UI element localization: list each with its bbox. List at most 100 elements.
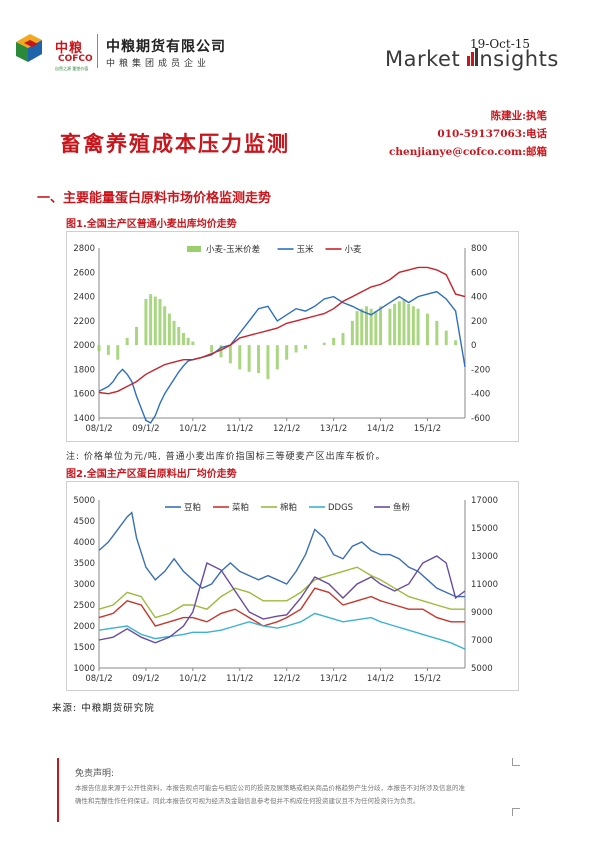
x-tick-label: 08/1/2 bbox=[85, 424, 112, 434]
logo-divider bbox=[97, 34, 98, 68]
spread-bar bbox=[153, 296, 157, 346]
y-right-tick-label: 400 bbox=[471, 293, 487, 303]
y-right-tick-label: 600 bbox=[471, 268, 487, 278]
spread-bar bbox=[425, 313, 429, 346]
spread-bar bbox=[158, 299, 162, 346]
x-tick-label: 15/1/2 bbox=[414, 674, 441, 684]
y-left-tick-label: 1800 bbox=[73, 365, 95, 375]
report-title: 畜禽养殖成本压力监测 bbox=[60, 132, 290, 156]
x-tick-label: 10/1/2 bbox=[179, 424, 206, 434]
figure2-title: 图2.全国主产区蛋白原料出厂均价走势 bbox=[66, 469, 237, 480]
x-tick-label: 13/1/2 bbox=[320, 424, 347, 434]
company-subtitle: 中粮集团成员企业 bbox=[106, 59, 211, 69]
series-line-小麦 bbox=[98, 266, 466, 395]
y-left-tick-label: 4500 bbox=[73, 517, 95, 527]
author-phone: 010-59137063:电话 bbox=[437, 128, 547, 140]
disclaimer-body: 本报告信息来源于公开性资料，本报告观点可能会与相应公司的投资及展策略或相关商品价… bbox=[75, 782, 522, 808]
author-name: 陈建业:执笔 bbox=[490, 110, 547, 122]
spread-bar bbox=[393, 303, 397, 346]
legend-label: 小麦-玉米价差 bbox=[206, 244, 260, 255]
spread-bar bbox=[444, 330, 448, 346]
spread-bar bbox=[360, 308, 364, 346]
spread-bar bbox=[388, 308, 392, 346]
logo-cn: 中粮 bbox=[55, 41, 84, 56]
y-right-tick-label: 17000 bbox=[471, 496, 498, 506]
spread-bar bbox=[219, 345, 223, 358]
y-right-tick-label: 5000 bbox=[471, 664, 493, 674]
spread-bar bbox=[97, 345, 101, 352]
author-email[interactable]: chenjianye@cofco.com:邮箱 bbox=[388, 146, 547, 158]
spread-bar bbox=[106, 345, 110, 355]
spread-bar bbox=[191, 341, 195, 346]
disclaimer-title: 免责声明: bbox=[75, 769, 115, 779]
spread-bar bbox=[369, 308, 373, 346]
y-right-tick-label: 11000 bbox=[471, 580, 498, 590]
logo-en: COFCO bbox=[58, 54, 93, 64]
y-left-tick-label: 2800 bbox=[73, 244, 95, 254]
report-date: 19-Oct-15 bbox=[470, 37, 531, 51]
spread-bar bbox=[167, 313, 171, 346]
x-tick-label: 15/1/2 bbox=[414, 424, 441, 434]
spread-bar bbox=[435, 320, 439, 346]
spread-bar bbox=[341, 333, 345, 346]
legend-label: 菜粕 bbox=[232, 502, 249, 513]
spread-bar bbox=[228, 345, 232, 364]
series-line-DDGS bbox=[98, 612, 466, 650]
spread-bar bbox=[350, 320, 354, 346]
x-tick-label: 08/1/2 bbox=[85, 674, 112, 684]
y-right-tick-label: -400 bbox=[471, 390, 490, 400]
crop-mark-icon bbox=[512, 758, 520, 766]
legend-label: DDGS bbox=[328, 503, 353, 513]
figure1-note: 注: 价格单位为元/吨, 普通小麦出库价指国标三等硬麦产区出库车板价。 bbox=[66, 452, 386, 462]
x-tick-label: 12/1/2 bbox=[273, 424, 300, 434]
spread-bar bbox=[149, 294, 153, 346]
author-block: 陈建业:执笔 010-59137063:电话 chenjianye@cofco.… bbox=[389, 107, 547, 161]
y-left-tick-label: 5000 bbox=[73, 496, 95, 506]
logo-tagline: 自然之源 重塑价值 bbox=[55, 66, 89, 71]
y-right-tick-label: 13000 bbox=[471, 552, 498, 562]
brand-bar-icon bbox=[467, 56, 471, 66]
y-right-tick-label: -600 bbox=[471, 414, 490, 424]
spread-bar bbox=[257, 345, 261, 374]
series-line-菜粕 bbox=[98, 587, 465, 627]
spread-bar bbox=[163, 306, 167, 346]
section-heading: 一、主要能量蛋白原料市场价格监测走势 bbox=[37, 191, 272, 206]
spread-bar bbox=[416, 308, 420, 346]
spread-bar bbox=[275, 345, 279, 370]
spread-bar bbox=[355, 311, 359, 346]
legend-label: 棉粕 bbox=[280, 502, 297, 513]
y-left-tick-label: 3000 bbox=[73, 580, 95, 590]
spread-bar bbox=[454, 340, 458, 346]
series-line-鱼粉 bbox=[98, 555, 466, 644]
y-left-tick-label: 4000 bbox=[73, 538, 95, 548]
spread-bar bbox=[177, 326, 181, 346]
y-right-tick-label: 0 bbox=[471, 341, 476, 351]
cofco-logo-icon bbox=[16, 34, 42, 62]
legend-label: 小麦 bbox=[345, 244, 363, 255]
spread-bar bbox=[210, 345, 214, 353]
x-tick-label: 14/1/2 bbox=[367, 674, 394, 684]
spread-bar bbox=[247, 345, 251, 372]
y-right-tick-label: 9000 bbox=[471, 608, 493, 618]
legend-label: 豆粕 bbox=[184, 502, 201, 513]
spread-bar bbox=[238, 345, 242, 370]
spread-bar bbox=[402, 299, 406, 346]
x-tick-label: 11/1/2 bbox=[226, 674, 253, 684]
x-tick-label: 14/1/2 bbox=[367, 424, 394, 434]
y-right-tick-label: 15000 bbox=[471, 524, 498, 534]
disclaimer-line: 本报告信息来源于公开性资料，本报告观点可能会与相应公司的投资及展策略或相关商品价… bbox=[75, 784, 465, 792]
x-tick-label: 09/1/2 bbox=[132, 674, 159, 684]
series-line-豆粕 bbox=[98, 511, 465, 598]
figure2-chart: 1000 1500 2000 2500 3000 3500 4000 4500 5000 5000… bbox=[66, 481, 519, 691]
x-tick-label: 09/1/2 bbox=[132, 424, 159, 434]
spread-bar bbox=[125, 337, 129, 346]
spread-bar bbox=[181, 333, 185, 346]
spread-bar bbox=[172, 320, 176, 346]
spread-bar bbox=[379, 306, 383, 346]
y-right-tick-label: 800 bbox=[471, 244, 487, 254]
figure1-title: 图1.全国主产区普通小麦出库均价走势 bbox=[66, 219, 237, 230]
spread-bar bbox=[411, 306, 415, 346]
spread-bar bbox=[294, 345, 298, 353]
x-tick-label: 12/1/2 bbox=[273, 674, 300, 684]
spread-bar bbox=[322, 342, 326, 346]
